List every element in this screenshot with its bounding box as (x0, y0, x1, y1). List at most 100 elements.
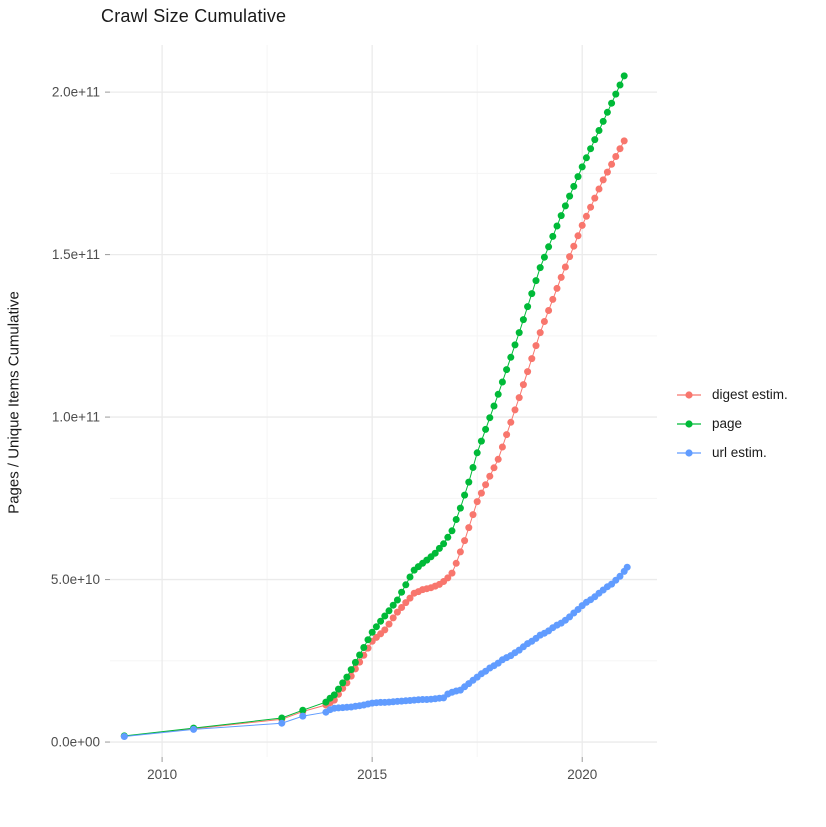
legend-item: digest estim. (676, 380, 788, 409)
data-point (448, 527, 456, 535)
data-point (578, 221, 586, 229)
data-point (582, 154, 590, 162)
data-point (603, 168, 611, 176)
data-point (599, 176, 607, 184)
data-point (402, 599, 410, 607)
series-line-digest-estim- (124, 140, 625, 737)
data-point (406, 594, 414, 602)
data-point (603, 108, 611, 116)
data-point (498, 443, 506, 451)
data-point (532, 342, 540, 350)
data-point (519, 316, 527, 324)
data-point (528, 290, 536, 298)
data-point (465, 524, 473, 532)
data-point (616, 81, 624, 89)
data-point (347, 666, 355, 674)
data-point (299, 712, 307, 720)
data-point (561, 202, 569, 210)
data-point (494, 455, 502, 463)
data-point (524, 303, 532, 311)
data-point (389, 614, 397, 622)
data-point (490, 402, 498, 410)
data-point (385, 607, 393, 615)
data-point (561, 263, 569, 271)
data-point (591, 194, 599, 202)
legend: digest estim. page url estim. (676, 380, 788, 467)
data-point (444, 533, 452, 541)
data-point (190, 725, 198, 733)
data-point (612, 153, 620, 160)
data-point (351, 658, 359, 666)
data-point (385, 620, 393, 628)
data-point (372, 623, 380, 631)
data-point (435, 544, 443, 552)
legend-item-label: digest estim. (712, 387, 788, 402)
y-axis-title: Pages / Unique Items Cumulative (5, 291, 23, 514)
data-point (343, 673, 351, 681)
data-point (515, 329, 523, 337)
y-tick-label: 1.0e+11 (52, 410, 100, 425)
data-point (528, 355, 536, 363)
data-point (477, 489, 485, 497)
data-point (511, 406, 519, 414)
data-point (549, 295, 557, 303)
series-line-page (124, 75, 625, 737)
data-point (503, 431, 511, 439)
data-point (587, 203, 595, 211)
data-point (398, 604, 406, 611)
data-point (330, 691, 338, 699)
data-point (473, 498, 481, 506)
data-point (566, 253, 574, 261)
data-point (440, 540, 448, 548)
data-point (393, 596, 401, 604)
data-point (494, 390, 502, 398)
data-point (553, 284, 561, 292)
data-point (402, 581, 410, 589)
data-point (461, 537, 469, 545)
data-point (465, 478, 473, 486)
data-point (524, 368, 532, 376)
y-tick-label: 5.0e+10 (51, 572, 100, 587)
data-point (557, 273, 565, 281)
data-point (389, 601, 397, 609)
data-point (532, 277, 540, 285)
data-point (515, 394, 523, 402)
data-point (377, 617, 385, 625)
data-point (335, 685, 342, 693)
data-point (608, 160, 616, 168)
data-point (393, 608, 401, 616)
data-point (406, 573, 414, 581)
data-point (540, 253, 548, 261)
x-tick-label: 2020 (567, 767, 597, 782)
data-point (591, 136, 599, 144)
data-point (486, 472, 494, 480)
data-point (623, 563, 631, 571)
chart-title: Crawl Size Cumulative (101, 6, 287, 26)
data-point (574, 232, 582, 240)
legend-key-icon (677, 419, 701, 428)
data-point (482, 425, 490, 433)
data-point (360, 644, 368, 651)
data-point (545, 307, 553, 314)
data-point (582, 212, 590, 220)
data-point (278, 714, 286, 722)
data-point (398, 588, 406, 596)
data-point (536, 329, 544, 337)
data-point (486, 414, 494, 422)
data-point (461, 491, 469, 499)
y-tick-label: 0.0e+00 (51, 735, 100, 750)
data-point (299, 706, 307, 714)
data-point (545, 243, 553, 251)
data-point (570, 182, 578, 190)
data-point (469, 464, 477, 471)
data-point (549, 232, 557, 240)
data-point (566, 192, 574, 200)
data-point (456, 548, 464, 556)
data-point (616, 572, 624, 580)
data-point (278, 719, 286, 727)
x-tick-label: 2010 (147, 767, 177, 782)
data-point (574, 173, 582, 181)
data-point (356, 651, 364, 659)
